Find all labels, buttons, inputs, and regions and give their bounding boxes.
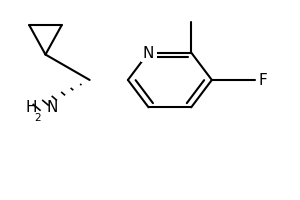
Text: 2: 2 xyxy=(34,113,41,123)
Text: H: H xyxy=(25,99,37,114)
Text: F: F xyxy=(258,73,267,88)
Text: N: N xyxy=(46,99,57,114)
Text: N: N xyxy=(143,46,154,61)
